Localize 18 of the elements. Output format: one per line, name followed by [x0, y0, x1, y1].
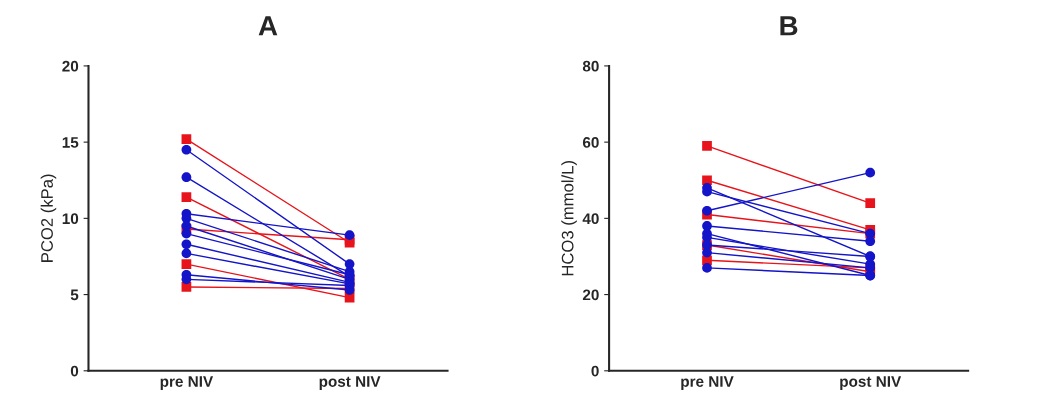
- y-tick-label: 20: [582, 289, 599, 301]
- x-tick-label: pre NIV: [681, 376, 734, 390]
- y-tick-label: 5: [70, 289, 79, 301]
- y-tick-label: 80: [582, 60, 599, 72]
- y-axis-title: PCO2 (kPa): [40, 174, 57, 262]
- y-axis-title: HCO3 (mmol/L): [561, 161, 577, 276]
- x-tick-label: pre NIV: [160, 376, 214, 390]
- y-tick-label: 15: [62, 137, 79, 148]
- x-tick-label: post NIV: [840, 376, 902, 390]
- y-tick-label: 0: [591, 365, 599, 377]
- x-tick-label: post NIV: [319, 376, 381, 390]
- y-tick-label: 0: [70, 365, 79, 377]
- chart-title: B: [780, 16, 798, 36]
- y-tick-label: 60: [582, 137, 599, 148]
- y-tick-label: 40: [582, 213, 599, 225]
- y-tick-label: 20: [62, 60, 79, 72]
- chart-title: A: [258, 16, 278, 36]
- y-tick-label: 10: [62, 213, 79, 225]
